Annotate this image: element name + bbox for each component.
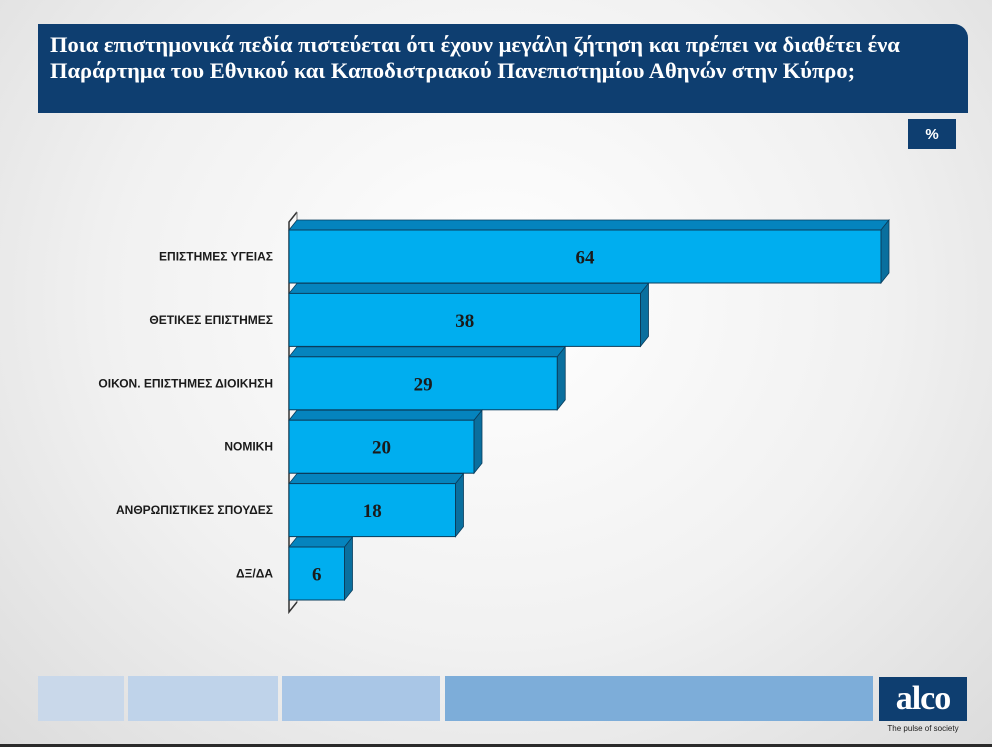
- category-label: ΕΠΙΣΤΗΜΕΣ ΥΓΕΙΑΣ: [159, 250, 273, 264]
- footer-stripe-1: [38, 676, 124, 721]
- chart-title: Ποια επιστημονικά πεδία πιστεύεται ότι έ…: [50, 32, 900, 83]
- bar-side: [880, 218, 890, 285]
- category-label: ΑΝΘΡΩΠΙΣΤΙΚΕΣ ΣΠΟΥΔΕΣ: [116, 503, 273, 517]
- bar-top: [288, 536, 354, 548]
- unit-badge: %: [908, 119, 956, 149]
- bar-side: [455, 472, 464, 538]
- bar-top: [288, 219, 890, 231]
- category-label: ΝΟΜΙΚΗ: [224, 440, 273, 454]
- bar: [288, 546, 345, 601]
- footer-stripe-3: [282, 676, 440, 721]
- bar-side: [344, 535, 353, 602]
- bar: [288, 292, 641, 347]
- title-banner: Ποια επιστημονικά πεδία πιστεύεται ότι έ…: [38, 24, 968, 113]
- data-label: 29: [414, 374, 433, 395]
- bar-top: [288, 473, 465, 485]
- alco-logo: alco: [879, 677, 967, 721]
- bar-side: [556, 345, 566, 411]
- bar: [288, 229, 882, 284]
- data-label: 38: [455, 311, 474, 332]
- bar-top: [288, 409, 483, 421]
- bottom-rule: [0, 744, 992, 747]
- category-label: ΟΙΚΟΝ. ΕΠΙΣΤΗΜΕΣ ΔΙΟΙΚΗΣΗ: [98, 376, 273, 390]
- bar-side: [473, 409, 483, 475]
- bar-chart: 64 ΕΠΙΣΤΗΜΕΣ ΥΓΕΙΑΣ 38 ΘΕΤΙΚΕΣ ΕΠΙΣΤΗΜΕΣ 29 Ο…: [98, 211, 890, 615]
- bar: [288, 419, 475, 474]
- bar: [288, 356, 558, 411]
- category-label: ΔΞ/ΔΑ: [236, 567, 273, 581]
- category-label: ΘΕΤΙΚΕΣ ΕΠΙΣΤΗΜΕΣ: [149, 313, 273, 327]
- bar-top: [288, 346, 567, 358]
- data-label: 18: [363, 501, 382, 522]
- data-label: 20: [372, 438, 391, 459]
- footer-stripe-2: [128, 676, 278, 721]
- logo-tagline: The pulse of society: [887, 724, 959, 733]
- bar-side: [640, 282, 649, 348]
- axis-line: [288, 211, 298, 615]
- data-label: 64: [576, 248, 596, 269]
- bar-top: [288, 282, 650, 294]
- footer-stripe-4: [445, 676, 873, 721]
- data-label: 6: [312, 565, 322, 586]
- bar: [288, 483, 456, 538]
